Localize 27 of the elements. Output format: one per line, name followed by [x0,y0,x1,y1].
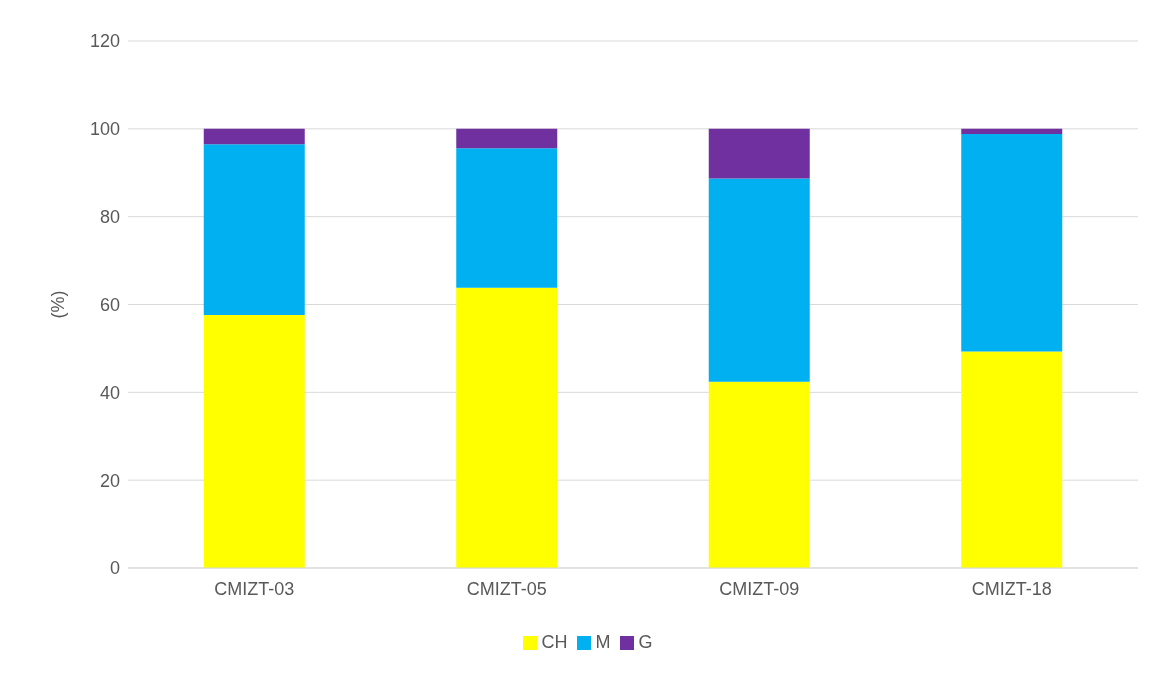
y-tick-label: 80 [99,207,120,228]
y-tick-label: 60 [99,294,120,315]
legend-label: CH [541,632,568,652]
y-axis-title: (%) [48,290,69,319]
y-tick-label: 20 [99,470,120,491]
bar [456,148,558,288]
x-tick-label: CMIZT-09 [719,578,800,599]
y-tick-label: 40 [99,382,120,403]
legend-label: G [638,632,653,652]
bar [203,144,305,316]
x-tick-label: CMIZT-18 [971,578,1052,599]
bar [708,128,810,179]
bar [203,128,305,145]
bar [961,351,1063,568]
legend-label: M [595,632,611,652]
y-tick-label: 120 [89,31,120,52]
bar [708,381,810,568]
bar [203,315,305,568]
bar [708,178,810,382]
x-tick-label: CMIZT-03 [214,578,295,599]
y-tick-label: 0 [109,558,120,579]
y-tick-label: 100 [89,119,120,140]
bar [456,128,558,149]
bar [961,128,1063,135]
bar [961,134,1063,352]
bar [456,287,558,568]
x-tick-label: CMIZT-05 [466,578,547,599]
